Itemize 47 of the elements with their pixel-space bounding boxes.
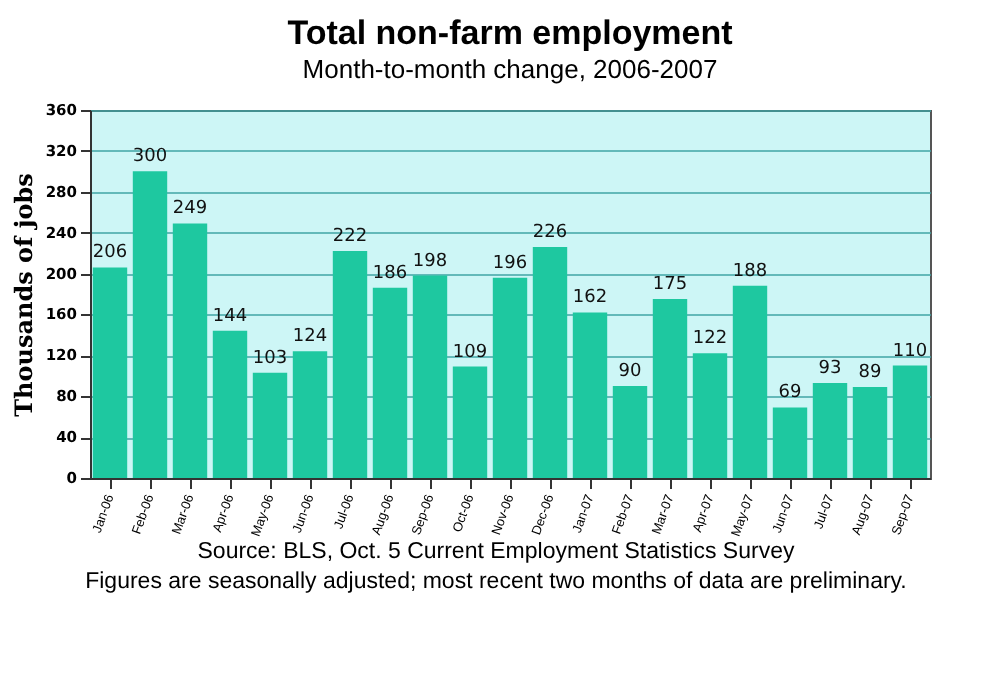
data-label: 109 [452,342,488,363]
bar [852,387,888,478]
bar [492,277,528,478]
chart-title: Total non-farm employment [287,14,734,52]
data-label: 188 [732,261,768,282]
bar [772,407,808,478]
data-label: 110 [892,341,928,362]
data-label: 69 [778,383,802,404]
data-label: 300 [132,147,168,168]
bar [452,366,488,478]
bar [812,382,848,478]
data-label: 226 [532,222,568,243]
data-label: 249 [172,199,208,220]
data-label: 89 [858,363,882,384]
bar [372,287,408,478]
data-label: 90 [618,362,642,382]
bar [532,246,568,478]
bar [172,223,208,478]
data-label: 186 [372,263,408,284]
bar [332,251,368,478]
data-label: 198 [412,251,448,272]
data-label: 103 [252,348,288,369]
bar [572,312,608,478]
data-label: 144 [212,306,248,327]
y-axis-title: Thousands of jobs [9,172,38,417]
bar [212,330,248,478]
bar [732,285,768,478]
bar [892,365,928,478]
bar [292,351,328,478]
data-label: 206 [92,243,128,264]
bar [612,386,648,478]
bar [692,353,728,478]
data-label: 222 [332,227,368,248]
bar [412,275,448,478]
text: Figures are seasonally adjusted; most recent two months of data are preliminary. [83,568,909,598]
chart-subtitle: Month-to-month change, 2006-2007 [302,54,718,84]
data-label: 124 [292,327,328,348]
data-label: 175 [652,275,688,296]
bar [652,299,688,478]
data-label: 93 [818,358,842,379]
bar [92,267,128,478]
bar [252,372,288,478]
data-label: 162 [572,288,608,309]
bar [132,171,168,478]
data-label: 122 [692,329,728,350]
source-note: Source: BLS, Oct. 5 Current Employment Statistics Survey [195,538,797,568]
data-label: 196 [492,253,528,274]
